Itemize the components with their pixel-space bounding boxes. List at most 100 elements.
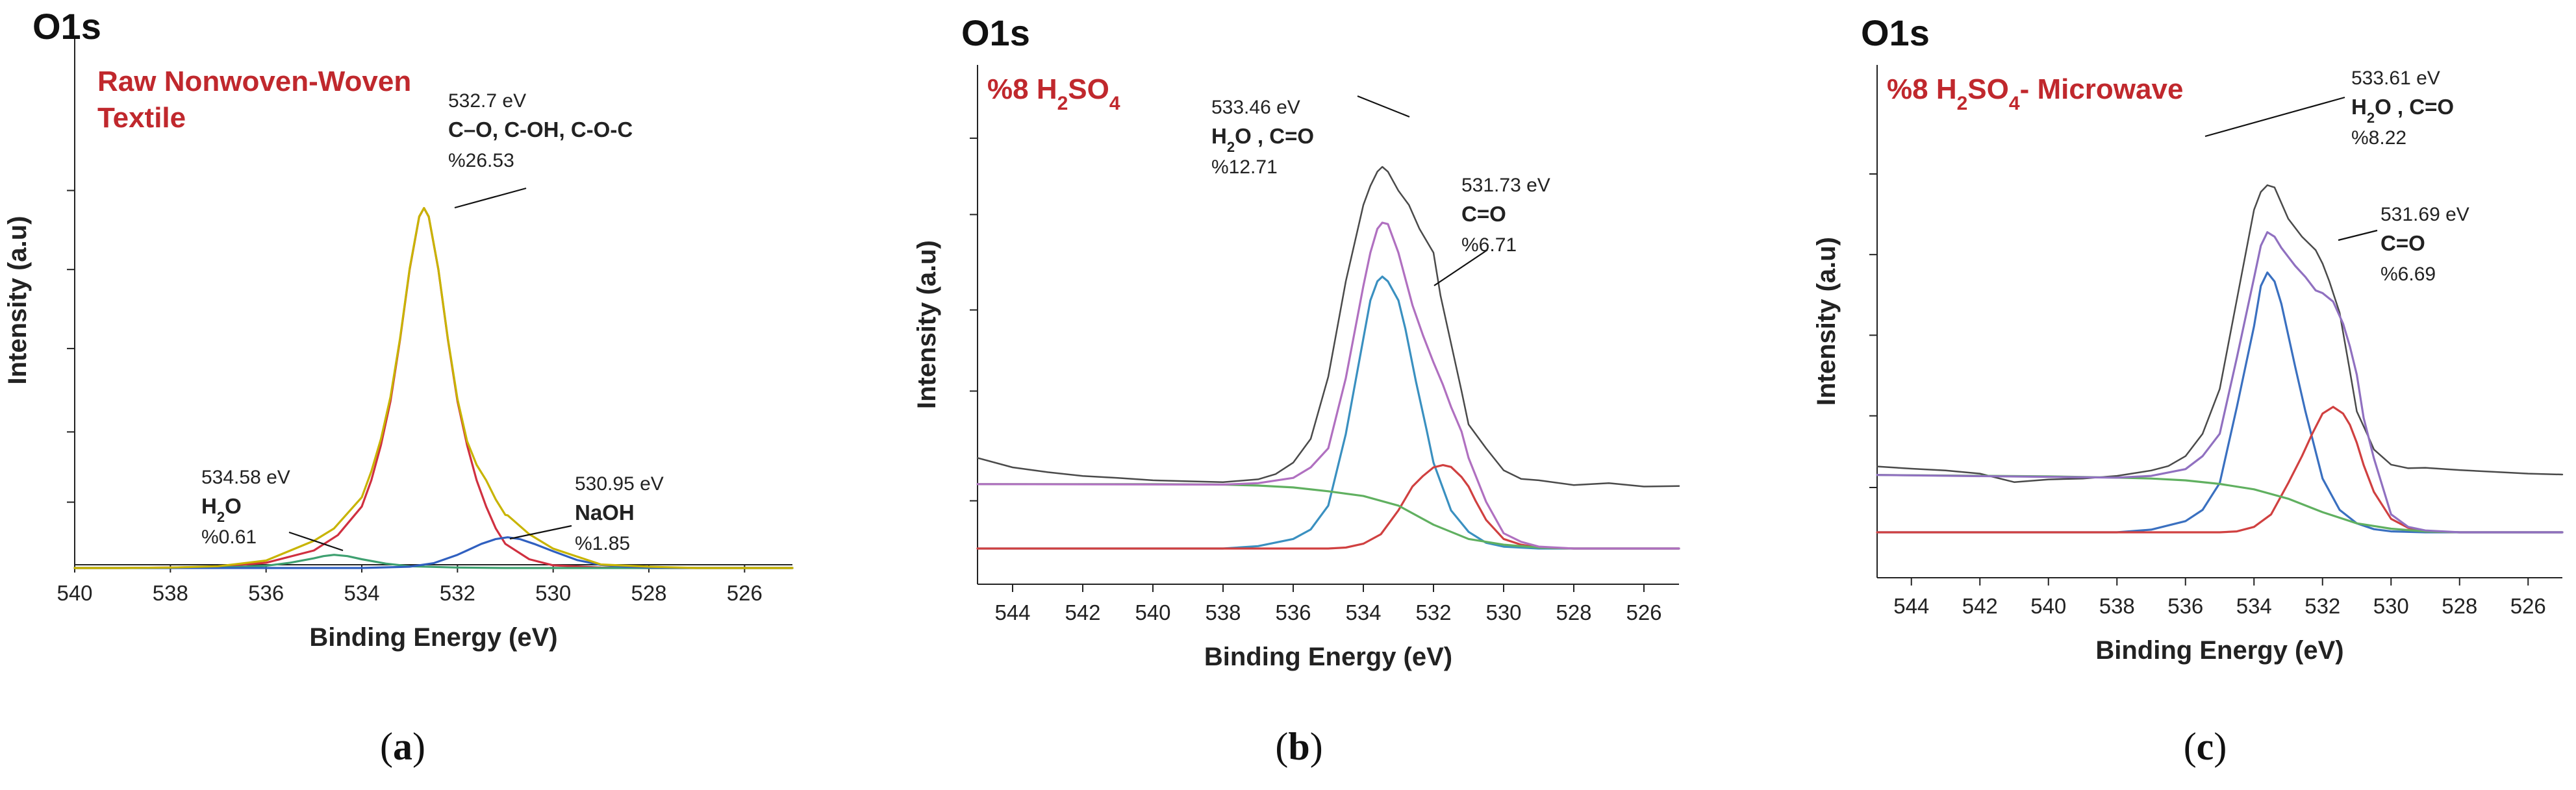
panel-caption-close: ) — [1310, 725, 1323, 768]
x-tick-label: 540 — [2030, 594, 2066, 618]
series-h2o — [73, 554, 794, 569]
annotation-percent: %6.69 — [2380, 264, 2436, 285]
panel-caption-open: ( — [1275, 725, 1288, 768]
annotation-co: 531.73 eV C=O %6.71 — [1433, 175, 1550, 286]
x-tick-label: 532 — [440, 581, 475, 605]
panel-b: 544 542 540 538 536 534 532 530 528 526 Binding En… — [913, 12, 1680, 768]
annotation-percent: %8.22 — [2351, 127, 2406, 149]
series-raw — [1876, 184, 2564, 483]
x-tick-label: 530 — [1485, 600, 1521, 624]
annotation-assignment-sub: 2 — [2367, 110, 2375, 126]
x-axis-title: Binding Energy (eV) — [2095, 636, 2343, 665]
y-axis-title: Intensity (a.u) — [913, 240, 941, 409]
x-tick-label: 540 — [57, 581, 92, 605]
x-tick-label: 532 — [1415, 600, 1451, 624]
panel-c: 544 542 540 538 536 534 532 530 528 526 Binding En… — [1812, 12, 2564, 768]
x-tick-label: 528 — [631, 581, 666, 605]
annotation-assignment-part: H — [201, 494, 217, 518]
annotation-assignment-part: H — [2351, 95, 2367, 119]
x-tick-label: 530 — [535, 581, 571, 605]
annotation-assignment: H2O , C=O — [1211, 124, 1314, 155]
annotation-assignment-sub: 2 — [1227, 139, 1235, 155]
x-tick-label: 538 — [153, 581, 188, 605]
chart-subtitle-part: S — [1068, 73, 1087, 105]
chart-title: O1s — [961, 12, 1030, 53]
annotation-percent-part: %1.85 — [575, 533, 630, 554]
chart-subtitle-part: S — [1967, 73, 1986, 105]
annotation-main: 532.7 eV C–O, C-OH, C-O-C %26.53 — [448, 90, 633, 209]
chart-subtitle-line: Textile — [97, 102, 186, 134]
x-tick-label: 532 — [2305, 594, 2340, 618]
chart-subtitle-part: %8 — [987, 73, 1037, 105]
panel-caption-letter: c — [2197, 725, 2214, 768]
chart-subtitle-part: O — [1087, 73, 1109, 105]
x-tick-label: 542 — [1962, 594, 1998, 618]
series-h2o-c-o — [1876, 271, 2564, 534]
y-axis-title: Intensity (a.u) — [1812, 237, 1841, 406]
x-tick-label: 530 — [2373, 594, 2409, 618]
series-raw — [976, 166, 1680, 488]
chart-subtitle-part: - Microwave — [2020, 73, 2184, 105]
annotation-assignment-part: O — [225, 494, 242, 518]
chart-subtitle: %8 H2SO4 — [987, 73, 1120, 114]
annotation-naoh: 530.95 eV NaOH %1.85 — [509, 473, 664, 554]
annotation-assignment-part: H — [1211, 124, 1227, 148]
chart-subtitle-sub: 4 — [1109, 93, 1120, 114]
chart-subtitle: %8 H2SO4- Microwave — [1887, 73, 2183, 114]
chart-title: O1s — [32, 6, 101, 47]
y-axis-title: Intensity (a.u) — [3, 216, 32, 384]
x-tick-label: 536 — [248, 581, 284, 605]
annotation-percent-part: %6.71 — [1461, 234, 1517, 256]
annotation-assignment-part: , C=O — [1252, 124, 1314, 148]
panel-a: 540 538 536 534 532 530 528 526 Binding Energy (… — [3, 6, 794, 768]
series-envelope — [976, 221, 1680, 550]
panel-caption: (b) — [1275, 725, 1322, 768]
x-tick-label: 540 — [1135, 600, 1170, 624]
panel-caption-letter: b — [1288, 725, 1309, 768]
annotation-assignment: C=O — [1461, 202, 1506, 226]
chart-subtitle-sub: 4 — [2009, 93, 2020, 114]
series-background — [1876, 474, 2564, 534]
x-tick-label: 526 — [1626, 600, 1661, 624]
x-tick-label: 536 — [1275, 600, 1311, 624]
annotation-assignment-sub: 2 — [217, 509, 225, 525]
annotation-co: 531.69 eV C=O %6.69 — [2338, 204, 2469, 285]
annotation-energy: 532.7 eV — [448, 90, 526, 112]
annotation-assignment-part: O — [1235, 124, 1252, 148]
chart-subtitle-line: Raw Nonwoven-Woven — [97, 66, 411, 97]
x-tick-label: 534 — [2236, 594, 2272, 618]
chart-title: O1s — [1861, 12, 1930, 53]
x-tick-label: 536 — [2167, 594, 2203, 618]
annotation-assignment-part: C=O — [2380, 231, 2425, 255]
chart-subtitle-sub: 2 — [1057, 93, 1068, 114]
annotation-energy: 534.58 eV — [201, 467, 290, 488]
series-c-o-c-oh-c-o-c — [73, 206, 794, 569]
x-tick-label: 526 — [2510, 594, 2546, 618]
series-c-o — [1876, 406, 2564, 534]
annotation-percent: %26.53 — [448, 150, 514, 171]
annotation-percent-part: %6.69 — [2380, 264, 2436, 285]
annotation-energy: 533.46 eV — [1211, 97, 1300, 118]
annotation-percent-part: %8.22 — [2351, 127, 2406, 149]
x-axis-title: Binding Energy (eV) — [309, 623, 557, 652]
annotation-energy: 531.69 eV — [2380, 204, 2469, 225]
panel-caption: (a) — [380, 725, 425, 768]
panel-caption-close: ) — [412, 725, 425, 768]
x-tick-label: 534 — [1345, 600, 1381, 624]
series-background — [976, 483, 1680, 550]
annotation-leader — [1433, 249, 1488, 286]
annotation-leader — [2338, 229, 2378, 241]
annotation-assignment-part: C=O — [1461, 202, 1506, 226]
x-tick-label: 534 — [344, 581, 379, 605]
panel-caption-open: ( — [380, 725, 393, 768]
annotation-percent: %12.71 — [1211, 156, 1278, 178]
annotation-energy: 533.61 eV — [2351, 68, 2440, 89]
panel-caption-close: ) — [2214, 725, 2227, 768]
x-axis-title: Binding Energy (eV) — [1204, 643, 1452, 671]
series-envelope — [1876, 231, 2564, 534]
x-tick-label: 544 — [994, 600, 1030, 624]
annotation-leader — [288, 531, 344, 552]
